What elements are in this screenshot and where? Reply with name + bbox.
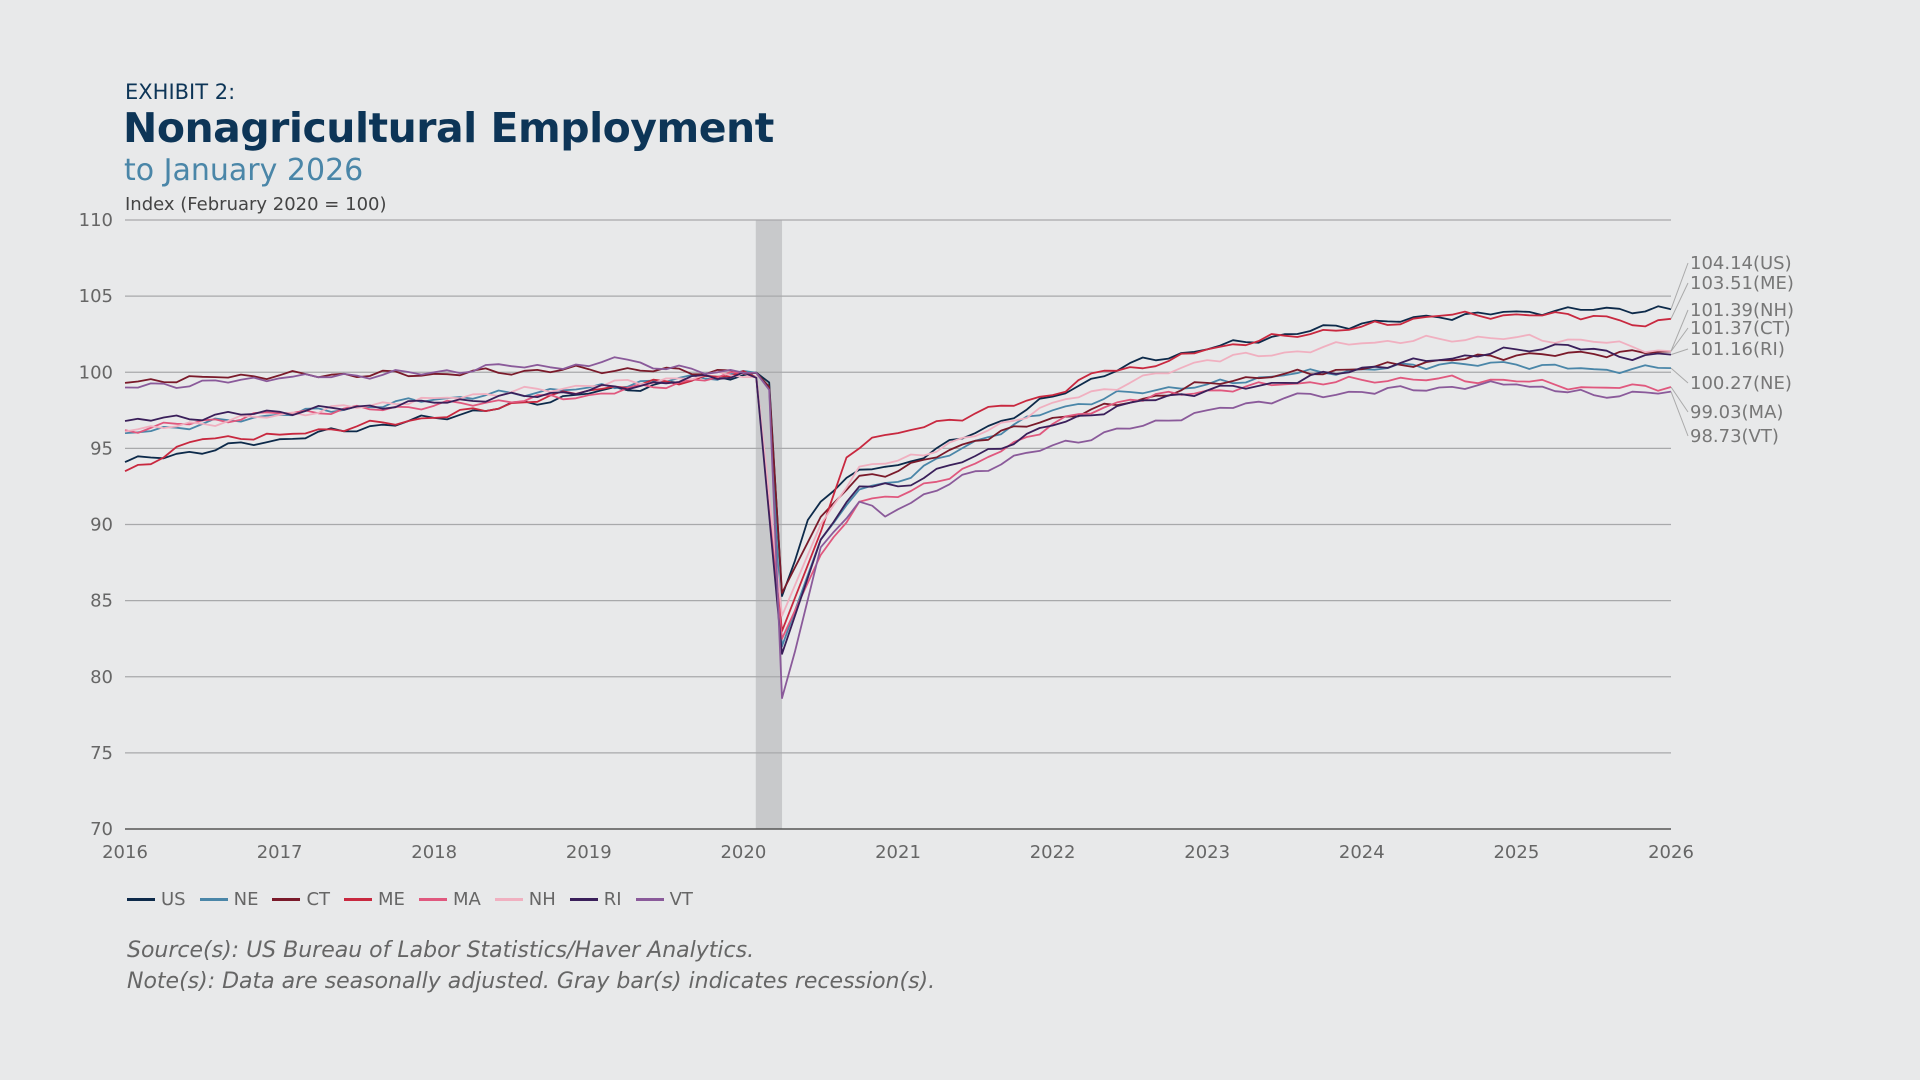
legend-item-nh: NH xyxy=(494,889,556,910)
legend-item-ma: MA xyxy=(418,889,481,910)
legend-item-ne: NE xyxy=(199,889,259,910)
y-tick-label: 105 xyxy=(79,286,113,307)
y-tick-label: 80 xyxy=(90,667,113,688)
legend-swatch xyxy=(569,898,598,901)
end-label-ne: 100.27(NE) xyxy=(1690,373,1792,394)
label-leader-line xyxy=(1670,391,1689,437)
x-tick-label: 2023 xyxy=(1184,842,1230,863)
legend-label: CT xyxy=(306,889,331,910)
series-line-vt xyxy=(124,356,1672,699)
label-leader-line xyxy=(1670,282,1689,320)
x-tick-label: 2025 xyxy=(1493,842,1539,863)
label-leader-line xyxy=(1670,327,1689,352)
label-leader-line xyxy=(1670,262,1689,310)
series-line-ct xyxy=(124,349,1672,594)
end-label-vt: 98.73(VT) xyxy=(1690,426,1779,447)
end-label-ct: 101.37(CT) xyxy=(1690,318,1791,339)
series-line-us xyxy=(124,305,1672,597)
label-leader-line xyxy=(1670,367,1689,384)
end-label-us: 104.14(US) xyxy=(1690,253,1792,274)
x-tick-label: 2016 xyxy=(102,842,148,863)
label-leader-line xyxy=(1670,348,1689,356)
series-line-ri xyxy=(124,343,1672,655)
x-tick-label: 2021 xyxy=(875,842,921,863)
legend-swatch xyxy=(199,898,228,901)
legend-item-ct: CT xyxy=(272,889,330,910)
legend-label: VT xyxy=(669,889,693,910)
end-label-me: 103.51(ME) xyxy=(1690,273,1794,294)
legend-label: NE xyxy=(233,889,259,910)
legend-item-us: US xyxy=(127,889,186,910)
end-label-ma: 99.03(MA) xyxy=(1690,402,1783,423)
legend: US NE CT ME MA NH RI VT xyxy=(127,889,693,910)
legend-label: ME xyxy=(378,889,405,910)
series-line-ma xyxy=(124,371,1672,640)
series-line-nh xyxy=(124,333,1672,617)
y-tick-label: 95 xyxy=(90,438,113,459)
legend-swatch xyxy=(494,898,523,901)
y-tick-label: 100 xyxy=(79,362,113,383)
series-line-ne xyxy=(124,361,1672,648)
x-tick-label: 2024 xyxy=(1339,842,1385,863)
legend-label: US xyxy=(161,889,186,910)
y-tick-label: 75 xyxy=(90,743,113,764)
y-tick-label: 70 xyxy=(90,819,113,840)
legend-swatch xyxy=(635,898,664,901)
end-label-nh: 101.39(NH) xyxy=(1690,300,1794,321)
x-tick-label: 2018 xyxy=(411,842,457,863)
legend-swatch xyxy=(418,898,447,901)
exhibit-label: EXHIBIT 2: xyxy=(125,80,236,104)
y-axis-label: Index (February 2020 = 100) xyxy=(125,194,387,215)
legend-item-vt: VT xyxy=(635,889,693,910)
legend-item-me: ME xyxy=(344,889,405,910)
legend-swatch xyxy=(272,898,301,901)
legend-label: RI xyxy=(603,889,622,910)
x-tick-label: 2019 xyxy=(566,842,612,863)
label-leader-line xyxy=(1670,309,1689,352)
chart-title: Nonagricultural Employment xyxy=(123,104,774,152)
legend-swatch xyxy=(344,898,373,901)
x-tick-label: 2022 xyxy=(1030,842,1076,863)
legend-swatch xyxy=(127,898,155,901)
y-tick-label: 90 xyxy=(90,515,113,536)
end-label-ri: 101.16(RI) xyxy=(1690,339,1785,360)
x-tick-label: 2026 xyxy=(1648,842,1694,863)
x-tick-label: 2020 xyxy=(720,842,766,863)
source-note: Source(s): US Bureau of Labor Statistics… xyxy=(127,938,755,963)
x-tick-label: 2017 xyxy=(257,842,303,863)
legend-label: NH xyxy=(528,889,556,910)
y-tick-label: 110 xyxy=(79,210,113,231)
legend-item-ri: RI xyxy=(569,889,622,910)
y-tick-label: 85 xyxy=(90,591,113,612)
footnote: Note(s): Data are seasonally adjusted. G… xyxy=(127,969,936,994)
series-line-me xyxy=(124,310,1672,632)
legend-label: MA xyxy=(452,889,481,910)
chart-subtitle: to January 2026 xyxy=(124,153,364,188)
label-leader-line xyxy=(1670,386,1689,413)
